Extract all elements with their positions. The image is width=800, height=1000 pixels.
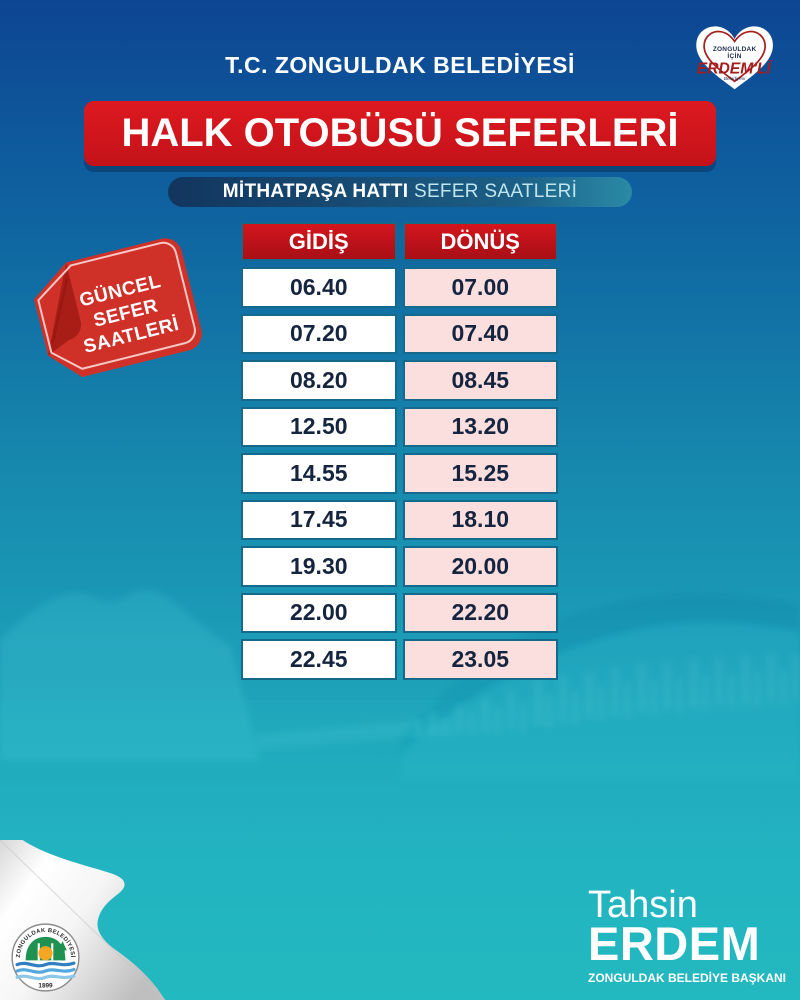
svg-text:ZONGULDAK: ZONGULDAK [713, 46, 757, 53]
svg-text:İÇİN: İÇİN [727, 51, 742, 60]
svg-text:1899: 1899 [38, 982, 53, 989]
svg-text:ERDEM'Lİ: ERDEM'Lİ [697, 60, 773, 78]
svg-text:Belediyesi: Belediyesi [724, 76, 746, 81]
